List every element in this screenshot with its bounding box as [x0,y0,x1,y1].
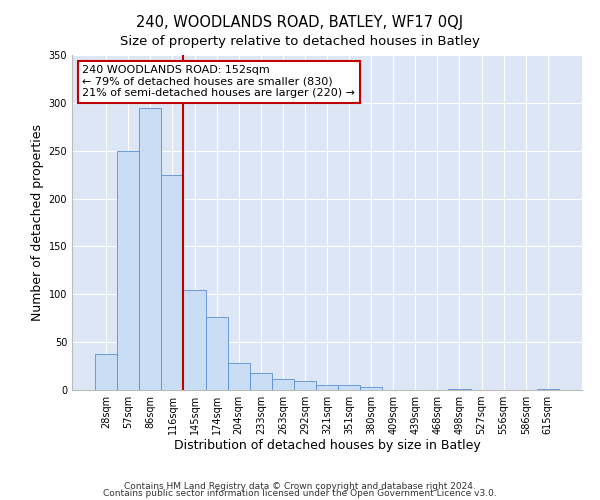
Text: Contains HM Land Registry data © Crown copyright and database right 2024.: Contains HM Land Registry data © Crown c… [124,482,476,491]
Text: 240, WOODLANDS ROAD, BATLEY, WF17 0QJ: 240, WOODLANDS ROAD, BATLEY, WF17 0QJ [136,15,464,30]
Text: Size of property relative to detached houses in Batley: Size of property relative to detached ho… [120,35,480,48]
Bar [537,389,559,390]
Bar [294,382,316,390]
Bar [139,108,161,390]
Bar [95,354,117,390]
Y-axis label: Number of detached properties: Number of detached properties [31,124,44,321]
X-axis label: Distribution of detached houses by size in Batley: Distribution of detached houses by size … [173,438,481,452]
Text: Contains public sector information licensed under the Open Government Licence v3: Contains public sector information licen… [103,490,497,498]
Bar [184,290,206,390]
Bar [250,373,272,390]
Bar [338,385,360,390]
Bar [161,174,184,390]
Bar [448,389,470,390]
Bar [316,385,338,390]
Bar [206,318,227,390]
Text: 240 WOODLANDS ROAD: 152sqm
← 79% of detached houses are smaller (830)
21% of sem: 240 WOODLANDS ROAD: 152sqm ← 79% of deta… [82,65,355,98]
Bar [272,380,294,390]
Bar [360,387,382,390]
Bar [117,150,139,390]
Bar [227,363,250,390]
